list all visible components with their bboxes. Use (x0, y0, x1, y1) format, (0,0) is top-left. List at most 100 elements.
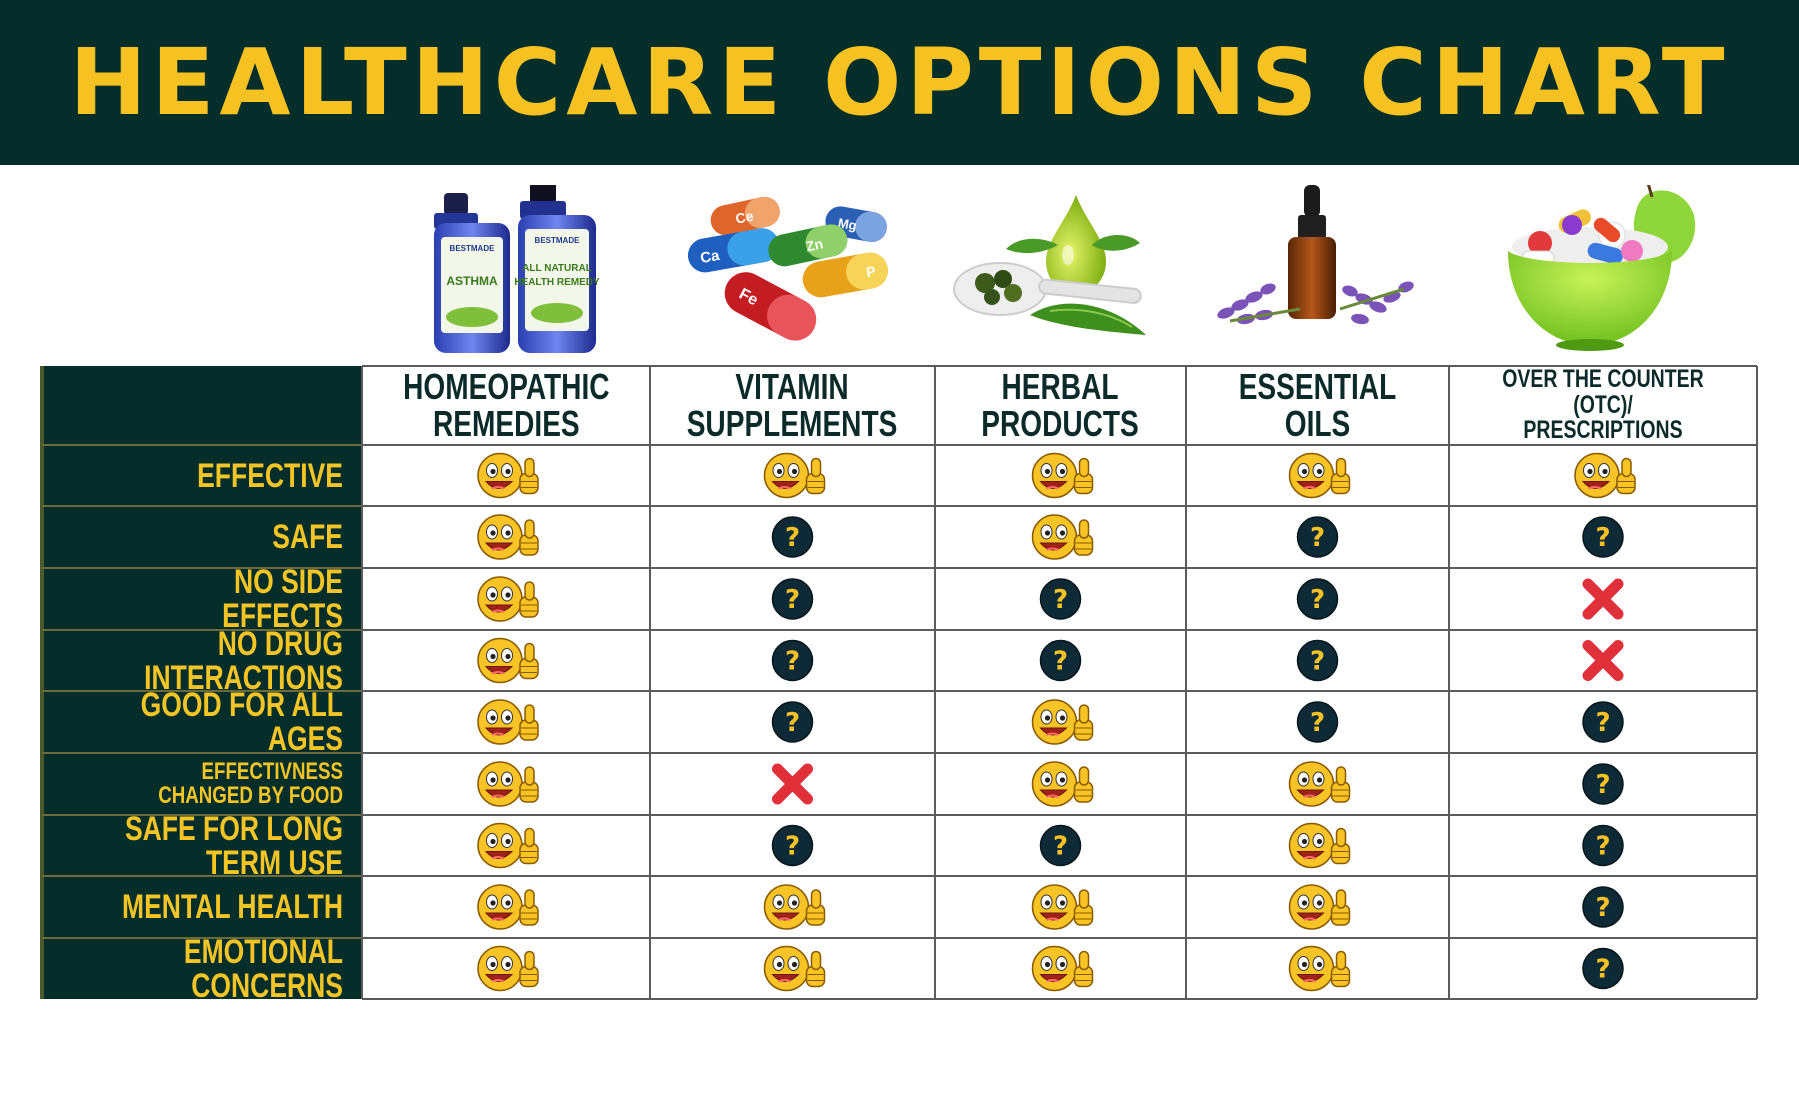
thumbs-up-emoji-icon (477, 699, 539, 745)
svg-text:?: ? (785, 585, 800, 615)
bottle-label-line-1: ALL NATURAL (522, 263, 592, 274)
capsule-label-ce: Ce (734, 207, 755, 226)
bottle-label-brand-2: BESTMADE (535, 236, 581, 245)
row-label-line: EMOTIONAL CONCERNS (183, 932, 343, 1005)
red-x-icon (1582, 578, 1624, 620)
thumbs-up-emoji-icon (1574, 452, 1636, 499)
svg-text:?: ? (1595, 955, 1610, 985)
svg-text:?: ? (1053, 585, 1068, 615)
question-mark-icon: ? (1296, 701, 1339, 743)
thumbs-up-emoji-icon (1031, 761, 1094, 807)
question-mark-icon: ? (1296, 578, 1339, 620)
svg-text:?: ? (1595, 708, 1610, 738)
column-header-line: PRESCRIPTIONS (1523, 416, 1683, 445)
bottle-label-brand-1: BESTMADE (450, 244, 496, 253)
row-label: NO SIDE EFFECTS (111, 565, 343, 633)
thumbs-up-emoji-icon (1288, 945, 1351, 992)
question-mark-icon: ? (771, 701, 814, 743)
vitamin-capsules-icon: Ce Mg Ca Zn P Fe (687, 196, 888, 341)
question-mark-icon: ? (1296, 639, 1339, 682)
row-label: EFFECTIVNESS CHANGED BY FOOD (111, 753, 343, 815)
column-header-line: ESSENTIAL OILS (1238, 365, 1397, 444)
column-header-line: HERBAL (1001, 365, 1119, 407)
row-label-column (42, 366, 362, 999)
thumbs-up-emoji-icon (477, 884, 539, 930)
row-label: GOOD FOR ALL AGES (111, 686, 343, 758)
bottle-label-name-1: ASTHMA (446, 274, 498, 288)
row-label-line: SAFE FOR LONG TERM USE (124, 809, 344, 882)
thumbs-up-emoji-icon (477, 452, 539, 499)
column-header: OVER THE COUNTER (OTC)/PRESCRIPTIONS (1449, 366, 1757, 445)
thumbs-up-emoji-icon (477, 945, 539, 992)
column-header-line: PRODUCTS (981, 402, 1140, 444)
row-label: MENTAL HEALTH (111, 876, 343, 938)
bottle-label-line-2: HEALTH REMEDY (514, 277, 600, 288)
thumbs-up-emoji-icon (477, 637, 539, 684)
thumbs-up-emoji-icon (1031, 514, 1094, 560)
capsule-label-zn: Zn (804, 235, 824, 254)
question-mark-icon: ? (1582, 763, 1624, 805)
column-header-line: HOMEOPATHIC (402, 365, 610, 407)
herbal-spoon-icon (953, 195, 1146, 335)
row-label-line: GOOD FOR ALL AGES (140, 686, 343, 758)
thumbs-up-emoji-icon (763, 945, 826, 992)
thumbs-up-emoji-icon (1288, 884, 1351, 930)
row-label-line: NO DRUG INTERACTIONS (144, 624, 343, 697)
question-mark-icon: ? (771, 516, 814, 558)
thumbs-up-emoji-icon (1288, 452, 1351, 499)
thumbs-up-emoji-icon (1031, 945, 1094, 992)
svg-text:?: ? (1310, 523, 1325, 553)
svg-text:?: ? (1595, 893, 1610, 923)
thumbs-up-emoji-icon (477, 822, 539, 869)
title-banner: HEALTHCARE OPTIONS CHART (0, 0, 1799, 165)
question-mark-icon: ? (1582, 886, 1624, 928)
svg-text:?: ? (785, 523, 800, 553)
page-title: HEALTHCARE OPTIONS CHART (69, 29, 1730, 136)
question-mark-icon: ? (1296, 516, 1339, 558)
svg-text:?: ? (1310, 708, 1325, 738)
question-mark-icon: ? (771, 639, 814, 682)
question-mark-icon: ? (1582, 516, 1624, 558)
row-label-line: MENTAL HEALTH (122, 888, 343, 926)
thumbs-up-emoji-icon (1031, 884, 1094, 930)
red-x-icon (772, 763, 813, 805)
question-mark-icon: ? (1039, 639, 1082, 682)
capsule-label-ca: Ca (699, 247, 721, 267)
column-header-line: REMEDIES (432, 402, 580, 444)
column-header-line: VITAMIN (735, 365, 850, 407)
column-header: HERBAL PRODUCTS (935, 366, 1186, 445)
svg-text:?: ? (1310, 585, 1325, 615)
column-header: HOMEOPATHIC REMEDIES (362, 366, 650, 445)
product-images: BESTMADE ASTHMA BESTMADE ALL NATURAL HEA… (434, 185, 1696, 353)
thumbs-up-emoji-icon (477, 761, 539, 807)
svg-text:?: ? (1053, 832, 1068, 862)
svg-text:?: ? (1595, 523, 1610, 553)
column-header: ESSENTIAL OILS (1186, 366, 1449, 445)
question-mark-icon: ? (1039, 824, 1082, 867)
column-header-line: SUPPLEMENTS (687, 402, 898, 444)
capsule-label-p: P (865, 263, 877, 280)
svg-text:?: ? (1310, 647, 1325, 677)
row-label: NO DRUG INTERACTIONS (111, 627, 343, 695)
homeopathic-bottles-icon: BESTMADE ASTHMA BESTMADE ALL NATURAL HEA… (434, 185, 600, 353)
row-label: EMOTIONAL CONCERNS (111, 935, 343, 1003)
svg-text:?: ? (785, 708, 800, 738)
thumbs-up-emoji-icon (1031, 452, 1094, 499)
thumbs-up-emoji-icon (763, 452, 826, 499)
svg-text:?: ? (785, 832, 800, 862)
row-label-line: SAFE (272, 518, 343, 556)
svg-text:?: ? (1595, 832, 1610, 862)
svg-text:?: ? (1595, 770, 1610, 800)
thumbs-up-emoji-icon (1288, 822, 1351, 869)
row-label: SAFE FOR LONG TERM USE (111, 812, 343, 880)
thumbs-up-emoji-icon (1288, 761, 1351, 807)
row-label-line: CHANGED BY FOOD (158, 782, 343, 809)
column-header: VITAMIN SUPPLEMENTS (650, 366, 935, 445)
red-x-icon (1582, 640, 1624, 681)
row-label-line: EFFECTIVNESS (201, 758, 343, 785)
thumbs-up-emoji-icon (1031, 699, 1094, 745)
question-mark-icon: ? (1582, 701, 1624, 743)
row-label: EFFECTIVE (111, 445, 343, 506)
column-header-line: OVER THE COUNTER (OTC)/ (1502, 365, 1704, 419)
